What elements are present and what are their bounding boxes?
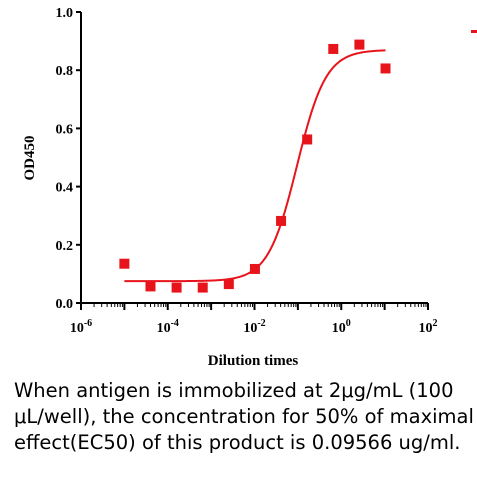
- data-point: [249, 263, 260, 274]
- y-tick-label: 0.0: [56, 297, 74, 312]
- fit-curve: [124, 49, 386, 283]
- data-points: [119, 39, 391, 293]
- data-point: [302, 134, 313, 145]
- x-axis-ticks: 10-6 10-4 10-2 100 102: [70, 303, 438, 336]
- y-axis-ticks: 0.0 0.2 0.4 0.6 0.8 1.0: [56, 6, 81, 312]
- y-tick-label: 0.8: [56, 64, 74, 79]
- data-point: [354, 39, 365, 50]
- y-tick-label: 1.0: [56, 6, 74, 21]
- y-tick-label: 0.6: [56, 122, 74, 137]
- y-axis-label: OD450: [22, 136, 38, 181]
- x-tick-label: 10-2: [243, 318, 265, 336]
- y-tick-label: 0.4: [56, 181, 74, 196]
- y-tick-label: 0.2: [56, 239, 74, 254]
- data-point: [223, 279, 234, 290]
- data-point: [197, 282, 208, 293]
- data-point: [171, 282, 182, 293]
- caption: When antigen is immobilized at 2μg/mL (1…: [14, 379, 474, 454]
- x-tick-label: 10-6: [70, 318, 92, 336]
- x-axis-label: Dilution times: [208, 353, 299, 369]
- legend-marker: [471, 30, 477, 33]
- x-tick-label: 100: [332, 318, 351, 336]
- data-point: [119, 258, 130, 269]
- data-point: [145, 281, 156, 292]
- x-tick-label: 102: [419, 318, 438, 336]
- x-tick-label: 10-4: [157, 318, 179, 336]
- chart: 0.0 0.2 0.4 0.6 0.8 1.0 10-6 10-4 10-2 100 102 OD…: [22, 6, 477, 369]
- data-point: [328, 43, 339, 54]
- data-point: [380, 63, 391, 74]
- data-point: [276, 215, 287, 226]
